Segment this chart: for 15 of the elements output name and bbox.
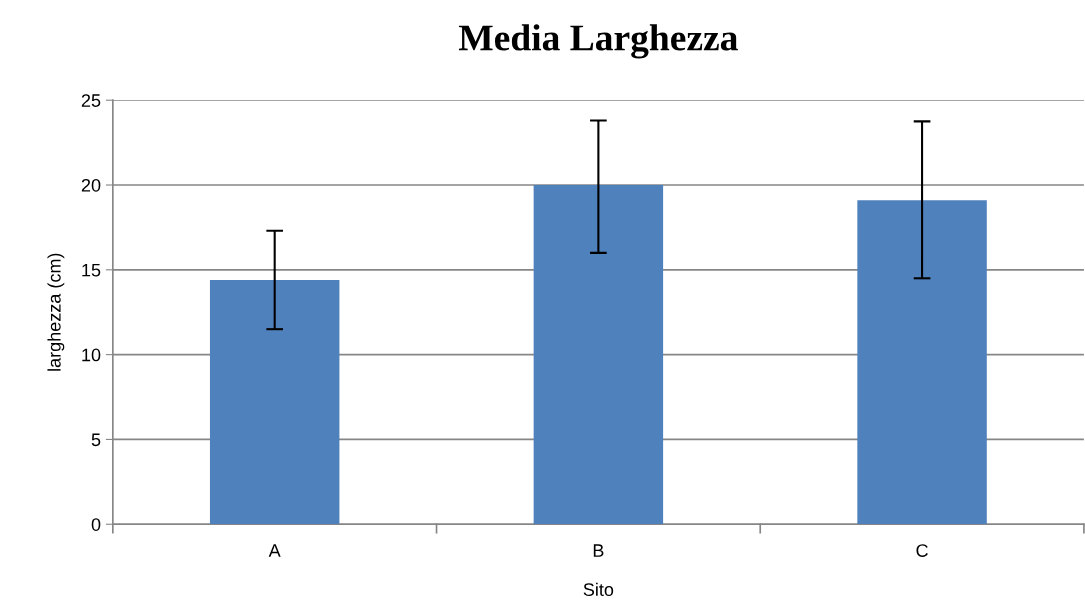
y-tick-label: 25 [81, 94, 101, 107]
x-axis-title: Sito [583, 582, 614, 596]
chart-title: Media Larghezza [458, 24, 738, 59]
x-tick-label: A [268, 544, 281, 557]
x-tick-label: C [916, 544, 928, 557]
y-tick-label: 20 [81, 178, 101, 192]
bar [857, 200, 987, 525]
y-axis-title: larghezza (cm) [47, 253, 65, 371]
y-tick-label: 0 [91, 518, 101, 531]
bar [533, 185, 664, 525]
bar [209, 279, 340, 525]
x-tick-label: B [593, 544, 604, 557]
y-tick-label: 15 [82, 263, 101, 277]
y-tick-label: 5 [91, 433, 101, 447]
y-tick-label: 10 [82, 348, 101, 362]
